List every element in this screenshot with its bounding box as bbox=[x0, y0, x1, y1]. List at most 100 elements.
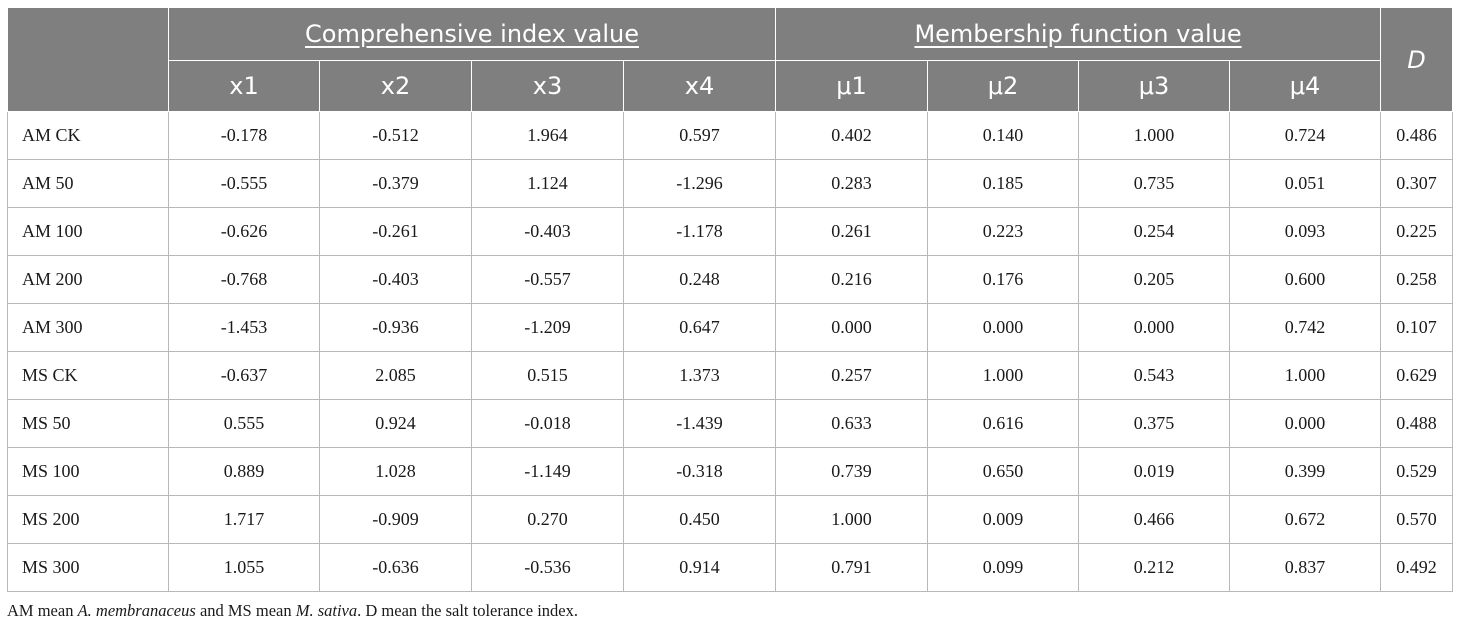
d-value-cell: 0.107 bbox=[1380, 303, 1454, 352]
table-footnote: AM mean A. membranaceus and MS mean M. s… bbox=[7, 601, 578, 621]
value-cell: 0.099 bbox=[927, 543, 1080, 592]
value-cell: 0.889 bbox=[168, 447, 320, 496]
value-cell: -0.403 bbox=[471, 207, 624, 256]
d-value-cell: 0.570 bbox=[1380, 495, 1454, 544]
row-label-cell: MS 100 bbox=[7, 447, 169, 496]
d-value-cell: 0.258 bbox=[1380, 255, 1454, 304]
value-cell: 0.633 bbox=[775, 399, 929, 448]
value-cell: 0.672 bbox=[1229, 495, 1382, 544]
table-row: AM 100 -0.626 -0.261 -0.403 -1.178 0.261 0.223… bbox=[7, 207, 1454, 256]
value-cell: 0.261 bbox=[775, 207, 929, 256]
value-cell: 0.791 bbox=[775, 543, 929, 592]
value-cell: 0.735 bbox=[1078, 159, 1231, 208]
column-header-x1: x1 bbox=[168, 60, 320, 112]
row-label-cell: MS 50 bbox=[7, 399, 169, 448]
value-cell: 0.051 bbox=[1229, 159, 1382, 208]
data-table-container: Comprehensive index value Membership fun… bbox=[7, 7, 1454, 592]
row-label-cell: AM 50 bbox=[7, 159, 169, 208]
d-column-header: D bbox=[1380, 7, 1454, 112]
value-cell: 0.650 bbox=[927, 447, 1080, 496]
value-cell: -0.637 bbox=[168, 351, 320, 400]
value-cell: 1.717 bbox=[168, 495, 320, 544]
d-value-cell: 0.486 bbox=[1380, 111, 1454, 160]
value-cell: -0.557 bbox=[471, 255, 624, 304]
value-cell: -0.379 bbox=[319, 159, 472, 208]
footnote-species-ms: M. sativa bbox=[295, 601, 358, 620]
value-cell: -1.209 bbox=[471, 303, 624, 352]
value-cell: 0.185 bbox=[927, 159, 1080, 208]
d-value-cell: 0.529 bbox=[1380, 447, 1454, 496]
d-value-cell: 0.488 bbox=[1380, 399, 1454, 448]
row-label-cell: MS 200 bbox=[7, 495, 169, 544]
value-cell: 1.028 bbox=[319, 447, 472, 496]
column-header-mu3: μ3 bbox=[1078, 60, 1231, 112]
value-cell: 1.000 bbox=[927, 351, 1080, 400]
value-cell: 0.223 bbox=[927, 207, 1080, 256]
value-cell: -0.626 bbox=[168, 207, 320, 256]
column-header-x4: x4 bbox=[622, 60, 777, 112]
value-cell: -0.909 bbox=[319, 495, 472, 544]
value-cell: 0.270 bbox=[471, 495, 624, 544]
column-header-x3: x3 bbox=[471, 60, 624, 112]
value-cell: 0.009 bbox=[927, 495, 1080, 544]
value-cell: 0.724 bbox=[1229, 111, 1382, 160]
value-cell: 0.450 bbox=[622, 495, 777, 544]
row-label-cell: AM 200 bbox=[7, 255, 169, 304]
value-cell: 1.000 bbox=[775, 495, 929, 544]
value-cell: 0.093 bbox=[1229, 207, 1382, 256]
value-cell: 0.742 bbox=[1229, 303, 1382, 352]
value-cell: 0.257 bbox=[775, 351, 929, 400]
corner-header-cell bbox=[7, 7, 169, 112]
value-cell: 0.515 bbox=[471, 351, 624, 400]
value-cell: -1.439 bbox=[622, 399, 777, 448]
d-value-cell: 0.492 bbox=[1380, 543, 1454, 592]
column-header-mu4: μ4 bbox=[1229, 60, 1382, 112]
value-cell: 0.000 bbox=[775, 303, 929, 352]
footnote-species-am: A. membranaceus bbox=[77, 601, 196, 620]
value-cell: -1.178 bbox=[622, 207, 777, 256]
column-header-mu1: μ1 bbox=[775, 60, 929, 112]
value-cell: -0.512 bbox=[319, 111, 472, 160]
data-table: Comprehensive index value Membership fun… bbox=[7, 7, 1454, 592]
table-row: MS 50 0.555 0.924 -0.018 -1.439 0.633 0.616 0.3… bbox=[7, 399, 1454, 448]
value-cell: -0.636 bbox=[319, 543, 472, 592]
value-cell: -1.296 bbox=[622, 159, 777, 208]
table-row: MS 200 1.717 -0.909 0.270 0.450 1.000 0.009 0.4… bbox=[7, 495, 1454, 544]
comprehensive-index-title: Comprehensive index value bbox=[305, 20, 639, 48]
value-cell: 0.019 bbox=[1078, 447, 1231, 496]
membership-function-title: Membership function value bbox=[914, 20, 1242, 48]
value-cell: 0.600 bbox=[1229, 255, 1382, 304]
value-cell: 0.140 bbox=[927, 111, 1080, 160]
table-row: AM 300 -1.453 -0.936 -1.209 0.647 0.000 0.000 0… bbox=[7, 303, 1454, 352]
column-header-mu2: μ2 bbox=[927, 60, 1080, 112]
value-cell: -0.261 bbox=[319, 207, 472, 256]
comprehensive-index-header: Comprehensive index value bbox=[167, 7, 777, 61]
value-cell: 0.914 bbox=[622, 543, 777, 592]
footnote-text-1: AM mean bbox=[7, 601, 78, 620]
value-cell: 0.000 bbox=[927, 303, 1080, 352]
value-cell: 0.647 bbox=[622, 303, 777, 352]
row-label-cell: MS 300 bbox=[7, 543, 169, 592]
value-cell: 0.399 bbox=[1229, 447, 1382, 496]
value-cell: -0.555 bbox=[168, 159, 320, 208]
value-cell: 1.373 bbox=[622, 351, 777, 400]
value-cell: 0.000 bbox=[1229, 399, 1382, 448]
value-cell: 0.248 bbox=[622, 255, 777, 304]
membership-function-header: Membership function value bbox=[775, 7, 1382, 61]
value-cell: 0.000 bbox=[1078, 303, 1231, 352]
value-cell: 0.543 bbox=[1078, 351, 1231, 400]
value-cell: -0.768 bbox=[168, 255, 320, 304]
value-cell: -0.536 bbox=[471, 543, 624, 592]
table-row: AM 200 -0.768 -0.403 -0.557 0.248 0.216 0.176 0… bbox=[7, 255, 1454, 304]
table-row: AM CK -0.178 -0.512 1.964 0.597 0.402 0.140 1.0… bbox=[7, 111, 1454, 160]
value-cell: 0.597 bbox=[622, 111, 777, 160]
value-cell: 0.205 bbox=[1078, 255, 1231, 304]
value-cell: 2.085 bbox=[319, 351, 472, 400]
value-cell: 0.402 bbox=[775, 111, 929, 160]
value-cell: -0.178 bbox=[168, 111, 320, 160]
value-cell: 0.283 bbox=[775, 159, 929, 208]
table-row: AM 50 -0.555 -0.379 1.124 -1.296 0.283 0.185 0.… bbox=[7, 159, 1454, 208]
row-label-cell: MS CK bbox=[7, 351, 169, 400]
d-value-cell: 0.307 bbox=[1380, 159, 1454, 208]
d-value-cell: 0.225 bbox=[1380, 207, 1454, 256]
